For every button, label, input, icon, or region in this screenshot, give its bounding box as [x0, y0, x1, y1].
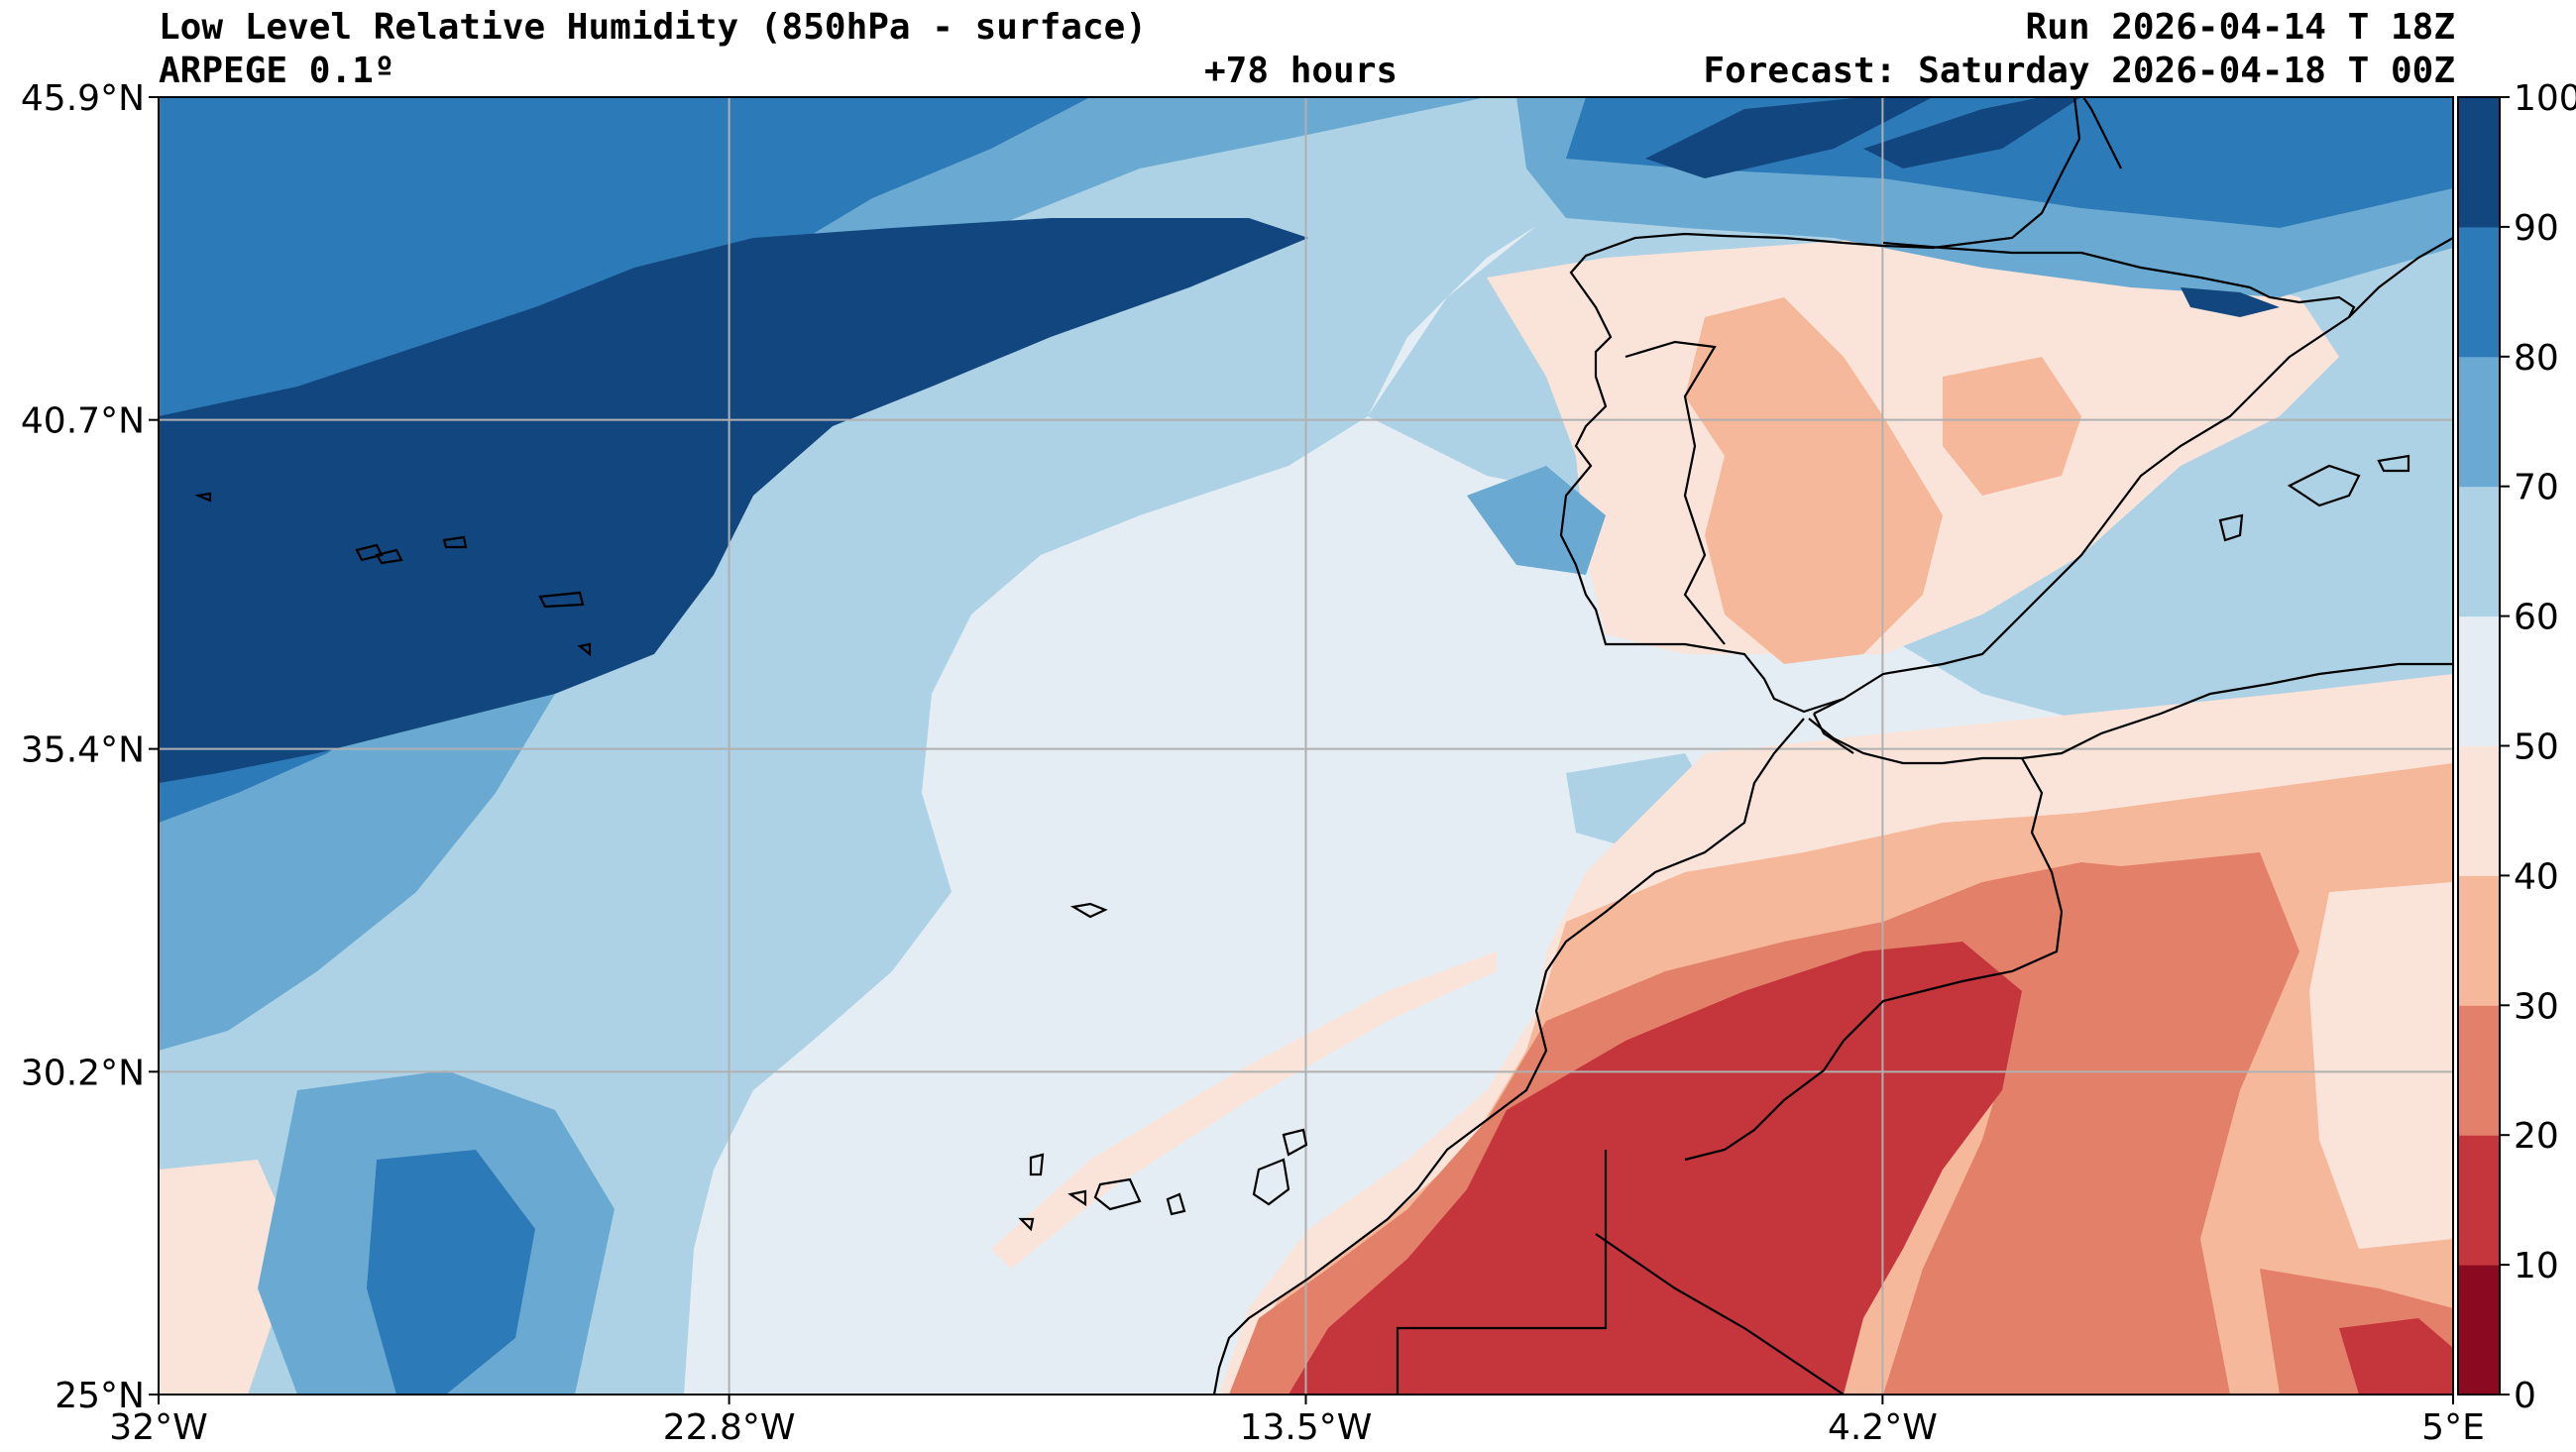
colorbar-label: 70 — [2514, 468, 2559, 508]
colorbar-label: 10 — [2514, 1246, 2559, 1286]
lat-tick-label: 40.7°N — [21, 401, 145, 442]
colorbar-label: 100 — [2514, 78, 2576, 119]
rh-band-40-50 — [2309, 882, 2453, 1249]
colorbar-label: 30 — [2514, 986, 2559, 1027]
lat-tick-label: 45.9°N — [21, 78, 145, 119]
colorbar-segment — [2458, 486, 2500, 617]
rh-band-30-40 — [1943, 357, 2081, 496]
map-axes: 32°W 22.8°W 13.5°W 4.2°W 5°E 45.9°N 40.7°N 35.4… — [21, 78, 2485, 1448]
lat-tick-label: 35.4°N — [21, 730, 145, 771]
lon-tick-label: 5°E — [2421, 1407, 2485, 1448]
colorbar-segment — [2458, 226, 2500, 358]
rh-band-10-20 — [2339, 1318, 2453, 1395]
colorbar-segment — [2458, 356, 2500, 488]
forecast-time: Forecast: Saturday 2026-04-18 T 00Z — [1703, 51, 2455, 91]
colorbar-label: 50 — [2514, 727, 2559, 768]
lon-tick-label: 22.8°W — [663, 1407, 796, 1448]
colorbar-label: 90 — [2514, 208, 2559, 249]
colorbar-label: 80 — [2514, 338, 2559, 379]
colorbar-label: 20 — [2514, 1116, 2559, 1157]
rh-band-90-100 — [2181, 287, 2280, 317]
lon-tick-label: 13.5°W — [1240, 1407, 1373, 1448]
rh-band-10-20 — [1288, 942, 2022, 1395]
lat-tick-label: 25°N — [55, 1376, 145, 1416]
run-time: Run 2026-04-14 T 18Z — [2025, 7, 2455, 48]
rh-band-80-90 — [367, 1150, 535, 1395]
colorbar-segment — [2458, 1265, 2500, 1396]
colorbar: 0 10 20 30 40 50 60 70 80 90 100 — [2457, 78, 2576, 1416]
model-name: ARPEGE 0.1º — [159, 51, 395, 91]
map-title: Low Level Relative Humidity (850hPa - su… — [159, 7, 1147, 48]
colorbar-segment — [2458, 1135, 2500, 1266]
colorbar-segment — [2458, 1005, 2500, 1136]
coastlines — [194, 97, 2453, 1395]
colorbar-label: 0 — [2514, 1376, 2536, 1416]
rh-band-90-100 — [1645, 97, 1933, 178]
rh-band-40-50 — [159, 1160, 297, 1395]
rh-band-70-80 — [1467, 466, 1606, 575]
colorbar-label: 40 — [2514, 856, 2559, 897]
lon-tick-label: 32°W — [109, 1407, 207, 1448]
rh-band-90-100 — [159, 218, 1308, 783]
colorbar-segment — [2458, 875, 2500, 1006]
rh-band-30-40 — [1685, 297, 1943, 664]
colorbar-segment — [2458, 745, 2500, 876]
rh-band-20-30 — [1883, 852, 2299, 1395]
rh-band-90-100 — [1863, 97, 2081, 168]
colorbar-segment — [2458, 97, 2500, 228]
colorbar-label: 60 — [2514, 598, 2559, 638]
lon-tick-label: 4.2°W — [1828, 1407, 1938, 1448]
lead-time: +78 hours — [1204, 51, 1399, 91]
rh-band-40-50 — [991, 951, 1497, 1269]
lat-tick-label: 30.2°N — [21, 1053, 145, 1093]
colorbar-segment — [2458, 615, 2500, 746]
